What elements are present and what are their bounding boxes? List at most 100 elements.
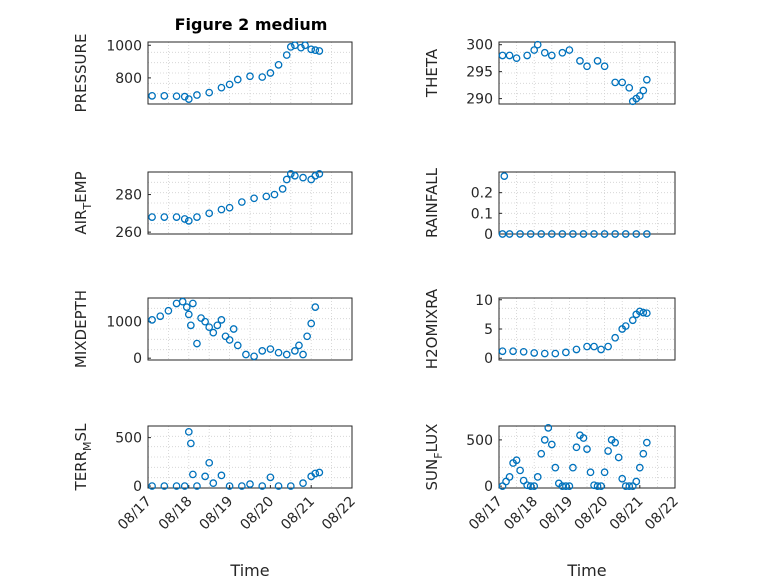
data-point [512,54,521,63]
data-point [233,75,242,84]
data-point [286,170,295,178]
data-point [505,473,514,481]
x-tick-label: 08/22 [319,494,359,534]
data-point [186,439,195,448]
data-point [533,40,542,49]
subplot-2: 290 295 300 THETA [423,38,676,108]
y-tick-label: 0 [484,479,493,495]
data-point [197,314,205,322]
y-tick-label: 280 [115,188,142,204]
data-point [266,345,275,353]
subplot-4: 0 0.1 0.2 RAINFALL [423,167,676,243]
data-point [597,345,605,354]
data-point [301,41,309,50]
data-point [189,299,197,308]
data-point [562,482,570,490]
data-point [225,203,234,212]
y-tick-label: 1000 [106,38,142,54]
data-point [498,347,507,356]
subplot-7: 0 500 08/17 08/18 08/19 08/20 08/21 08/22 Time TE… [72,423,359,580]
data-point [579,434,588,442]
data-point [547,230,556,238]
data-point [164,306,173,315]
data-point [509,347,517,356]
data-point [178,297,187,306]
data-point [160,91,169,100]
y-tick-label: 0 [484,351,493,367]
data-point [551,349,560,358]
figure-title: Figure 2 medium [175,15,328,34]
data-point [600,62,609,71]
data-point [516,230,524,238]
data-point [209,328,218,337]
data-point [512,456,521,465]
y-tick-label: 295 [466,65,493,81]
data-point [205,88,214,97]
data-point [172,299,181,308]
data-point [180,92,189,101]
data-point [505,51,514,60]
data-point [572,443,581,452]
data-point [611,78,620,87]
data-point [258,73,267,81]
data-point [156,312,165,321]
data-point [635,92,644,100]
data-point [189,470,197,479]
data-point [217,471,226,480]
axes-frame [147,171,353,235]
data-point [597,482,605,490]
data-point [311,46,320,55]
data-point [642,75,651,84]
data-point [498,51,507,60]
data-point [274,482,283,490]
data-point [286,482,295,490]
data-point [544,424,553,432]
data-point [639,86,648,95]
data-point [148,316,156,324]
data-point [282,350,291,359]
data-point [160,482,169,490]
data-point [148,482,156,490]
data-point [217,316,226,324]
data-point [604,447,612,455]
data-point [611,438,620,447]
data-point [611,230,620,238]
data-point [639,308,648,317]
subplot-5: 0 1000 MIXDEPTH [72,290,353,368]
data-point [315,170,324,178]
data-point [632,477,641,486]
x-tick-label: 08/21 [278,494,318,534]
data-point [565,482,574,490]
data-point [523,51,532,60]
data-point [278,185,287,193]
data-point [246,72,254,81]
data-point [593,482,602,490]
x-tick-label: 08/19 [197,494,237,534]
data-point [618,78,627,87]
data-point [184,310,193,319]
y-axis-label: AIRTEMP [72,171,94,234]
data-point [600,468,609,477]
data-point [523,481,532,490]
data-point [628,316,637,325]
data-point [291,347,299,355]
data-point [600,230,609,238]
data-point [579,230,588,238]
data-point [205,458,214,467]
data-point [642,438,651,447]
data-point [193,91,201,99]
y-axis-label: PRESSURE [72,34,90,113]
data-point [635,463,644,472]
data-point [530,46,539,54]
x-axis-label: Time [566,561,606,580]
data-point [221,332,230,341]
data-point [621,230,630,238]
data-point [307,45,316,54]
data-point [180,482,189,490]
data-point [558,230,567,238]
data-point [229,325,238,333]
data-point [583,62,591,71]
data-point [551,463,560,472]
data-point [311,469,320,478]
